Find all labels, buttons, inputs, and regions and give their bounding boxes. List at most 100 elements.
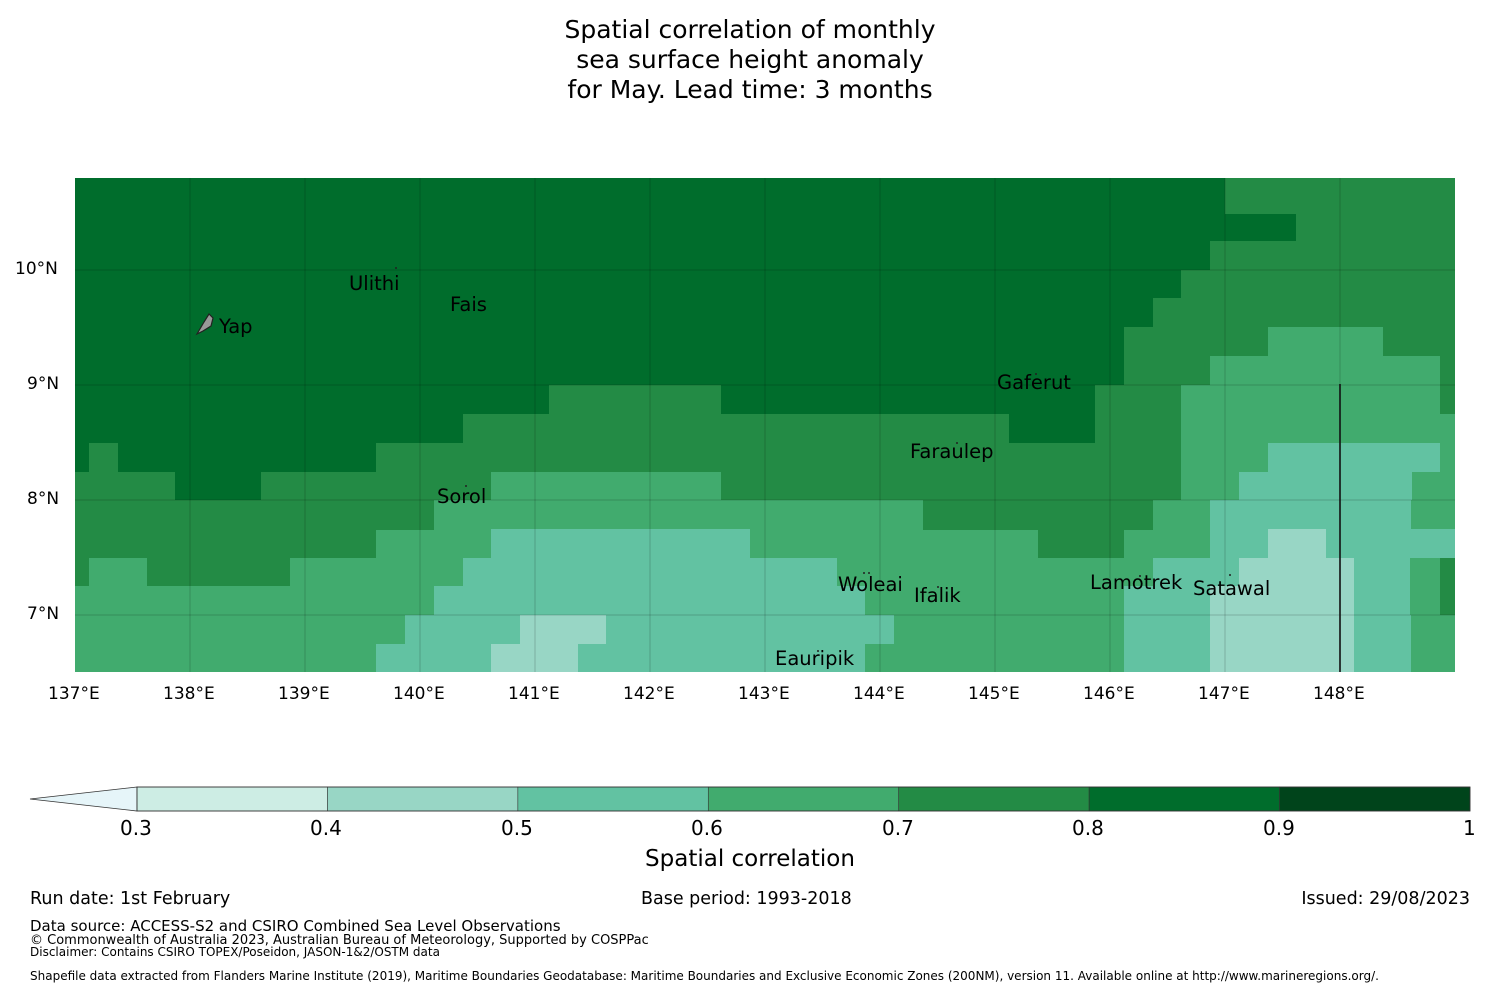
place-label-lamotrek: Lamotrek bbox=[1090, 571, 1183, 594]
grid-cell bbox=[75, 472, 175, 500]
colorbar bbox=[29, 786, 1471, 812]
lat-label-8n: 8°N bbox=[27, 489, 60, 509]
lat-label-10n: 10°N bbox=[15, 259, 58, 279]
grid-cell bbox=[1124, 500, 1153, 530]
colorbar-tick-1: 1 bbox=[1463, 816, 1476, 840]
grid-cell bbox=[1038, 529, 1124, 558]
grid-cell bbox=[1239, 558, 1354, 586]
grid-cell bbox=[1181, 270, 1455, 299]
title-line-1: Spatial correlation of monthly bbox=[564, 15, 936, 44]
place-label-sorol: Sorol bbox=[437, 485, 487, 508]
grid-cell bbox=[434, 500, 923, 530]
grid-cell bbox=[491, 529, 750, 558]
colorbar-tick-0-9: 0.9 bbox=[1263, 816, 1295, 840]
atoll-markers bbox=[395, 267, 1231, 652]
colorbar-segment bbox=[1088, 786, 1280, 812]
disclaimer: Disclaimer: Contains CSIRO TOPEX/Poseido… bbox=[30, 945, 440, 959]
copyright: © Commonwealth of Australia 2023, Austra… bbox=[30, 933, 649, 948]
grid-cell bbox=[1410, 178, 1455, 186]
grid-cell bbox=[89, 443, 118, 472]
lon-label-139e: 139°E bbox=[278, 684, 330, 704]
lon-label-143e: 143°E bbox=[738, 684, 790, 704]
shapefile-credit: Shapefile data extracted from Flanders M… bbox=[30, 969, 1379, 983]
grid-cell bbox=[1210, 241, 1455, 271]
lon-label-140e: 140°E bbox=[393, 684, 445, 704]
grid-cell bbox=[549, 385, 721, 415]
grid-cell bbox=[1210, 500, 1411, 530]
grid-cell bbox=[1153, 558, 1181, 586]
colorbar-segment bbox=[898, 786, 1090, 812]
grid-cell bbox=[1210, 529, 1455, 558]
colorbar-tick-0-8: 0.8 bbox=[1072, 816, 1104, 840]
place-label-woleai: Woleai bbox=[838, 573, 903, 596]
place-label-satawal: Satawal bbox=[1193, 577, 1271, 600]
lat-label-7n: 7°N bbox=[27, 604, 60, 624]
grid-cell bbox=[434, 586, 865, 615]
place-label-ulithi: Ulithi bbox=[349, 272, 400, 295]
lon-label-142e: 142°E bbox=[623, 684, 675, 704]
lon-label-147e: 147°E bbox=[1198, 684, 1250, 704]
place-label-eauripik: Eauripik bbox=[775, 647, 855, 670]
grid-cell bbox=[75, 529, 376, 558]
grid-cell bbox=[1383, 186, 1455, 214]
colorbar-tick-0-3: 0.3 bbox=[120, 816, 152, 840]
colorbar-label: Spatial correlation bbox=[645, 846, 855, 872]
place-label-gaferut: Gaferut bbox=[997, 371, 1071, 394]
place-label-fais: Fais bbox=[450, 293, 487, 316]
grid-cell bbox=[923, 500, 1153, 530]
grid-cell bbox=[147, 558, 290, 586]
grid-cell bbox=[1153, 298, 1455, 328]
title-line-3: for May. Lead time: 3 months bbox=[567, 75, 933, 104]
colorbar-segment bbox=[327, 786, 519, 812]
grid-cell bbox=[1181, 385, 1440, 415]
base-period: Base period: 1993-2018 bbox=[641, 889, 852, 909]
grid-cell bbox=[1268, 529, 1326, 558]
grid-cell bbox=[1124, 586, 1210, 615]
grid-cell bbox=[1296, 213, 1455, 242]
lat-label-9n: 9°N bbox=[27, 374, 60, 394]
colorbar-tick-0-4: 0.4 bbox=[310, 816, 342, 840]
lon-label-146e: 146°E bbox=[1083, 684, 1135, 704]
grid-cell bbox=[405, 615, 894, 644]
grid-cell bbox=[1268, 327, 1383, 357]
lon-label-145e: 145°E bbox=[968, 684, 1020, 704]
colorbar-tick-0-5: 0.5 bbox=[501, 816, 533, 840]
grid-cell bbox=[1210, 356, 1440, 385]
grid-cell bbox=[491, 472, 721, 500]
run-date: Run date: 1st February bbox=[30, 889, 231, 909]
lon-label-141e: 141°E bbox=[508, 684, 560, 704]
colorbar-segment bbox=[1279, 786, 1471, 812]
grid-cell bbox=[1210, 586, 1354, 672]
issued-date: Issued: 29/08/2023 bbox=[1301, 889, 1470, 909]
grid-cell bbox=[75, 443, 89, 472]
data-source: Data source: ACCESS-S2 and CSIRO Combine… bbox=[30, 917, 561, 935]
grid-cell bbox=[1268, 443, 1440, 472]
place-label-faraulep: Faraulep bbox=[910, 440, 994, 463]
lon-label-137e: 137°E bbox=[48, 684, 100, 704]
yap-island-shape bbox=[195, 313, 214, 336]
title-line-2: sea surface height anomaly bbox=[576, 45, 924, 74]
place-label-ifalik: Ifalik bbox=[914, 584, 961, 607]
grid-cell bbox=[463, 558, 837, 587]
place-label-yap: Yap bbox=[219, 315, 253, 338]
grid-cell bbox=[491, 644, 578, 672]
grid-cell bbox=[261, 472, 376, 500]
grid-cell bbox=[75, 500, 434, 530]
lon-label-148e: 148°E bbox=[1313, 684, 1365, 704]
colorbar-segment bbox=[517, 786, 709, 812]
colorbar-extend-arrow bbox=[29, 786, 138, 812]
grid-cell bbox=[520, 615, 606, 644]
colorbar-tick-0-6: 0.6 bbox=[691, 816, 723, 840]
colorbar-segment bbox=[707, 786, 900, 812]
grid-cell bbox=[1239, 472, 1412, 500]
lon-label-138e: 138°E bbox=[163, 684, 215, 704]
correlation-grid bbox=[75, 178, 1455, 672]
colorbar-tick-0-7: 0.7 bbox=[882, 816, 914, 840]
grid-cell bbox=[1440, 558, 1455, 615]
lon-label-144e: 144°E bbox=[853, 684, 905, 704]
grid-cell bbox=[75, 558, 89, 586]
grid-cell bbox=[463, 414, 1009, 444]
grid-cell bbox=[376, 644, 865, 672]
